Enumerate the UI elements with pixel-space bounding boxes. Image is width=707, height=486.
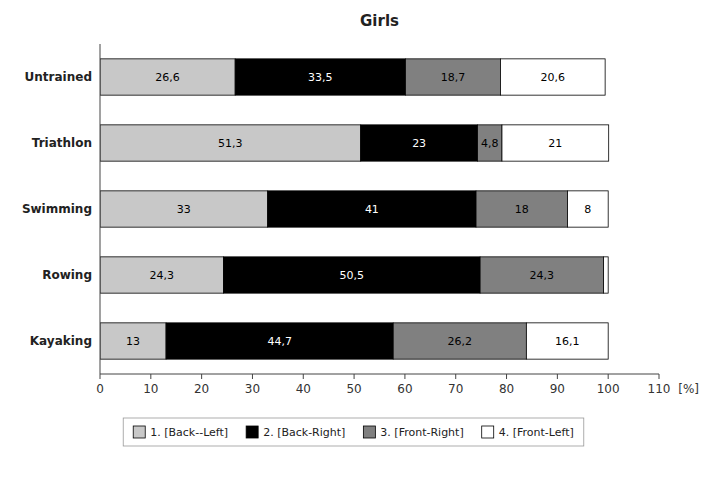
category-label: Kayaking [30, 334, 92, 348]
category-label: Triathlon [32, 136, 92, 150]
bar [476, 191, 567, 227]
data-label: 18 [515, 203, 529, 216]
bar [405, 59, 500, 95]
bar [100, 125, 361, 161]
tick [150, 374, 151, 379]
legend-swatch [246, 426, 258, 438]
bar [100, 257, 223, 293]
axis-label: [%] [678, 382, 699, 396]
data-label: 24,3 [149, 269, 174, 282]
data-label: 50,5 [340, 269, 365, 282]
data-label: 41 [365, 203, 379, 216]
bar [100, 323, 166, 359]
bar [361, 125, 478, 161]
tick [354, 374, 355, 379]
tick-label: 60 [397, 382, 412, 396]
bar [502, 125, 609, 161]
bar [393, 323, 526, 359]
data-label: 18,7 [441, 71, 466, 84]
tick [404, 374, 405, 379]
data-label: 4,8 [481, 137, 499, 150]
bar [223, 257, 480, 293]
bar [268, 191, 476, 227]
bar [100, 59, 235, 95]
bar [500, 59, 605, 95]
tick-label: 100 [597, 382, 620, 396]
tick [506, 374, 507, 379]
tick [608, 374, 609, 379]
bar [526, 323, 608, 359]
bars [100, 59, 609, 359]
tick-label: 70 [448, 382, 463, 396]
x-axis-line [100, 374, 659, 375]
category-label: Swimming [22, 202, 92, 216]
data-label: 16,1 [555, 335, 580, 348]
tick-label: 20 [194, 382, 209, 396]
data-label: 26,6 [155, 71, 180, 84]
data-label: 44,7 [267, 335, 292, 348]
legend-swatch [363, 426, 375, 438]
tick-label: 40 [296, 382, 311, 396]
data-label: 21 [548, 137, 562, 150]
tick-label: 0 [96, 382, 104, 396]
bar [235, 59, 405, 95]
tick [252, 374, 253, 379]
legend-label: 3. [Front-Right] [380, 426, 463, 439]
tick [455, 374, 456, 379]
tick [557, 374, 558, 379]
tick-label: 80 [499, 382, 514, 396]
data-labels: 26,6 33,5 18,7 20,6 51,3 23 4,8 21 33 41 18 8 24,3 50… [126, 71, 591, 348]
data-label: 26,2 [448, 335, 473, 348]
legend-item: 3. [Front-Right] [363, 426, 463, 439]
legend: 1. [Back--Left] 2. [Back-Right] 3. [Front-… [123, 418, 584, 446]
bar [568, 191, 609, 227]
data-label: 20,6 [541, 71, 566, 84]
tick [659, 374, 660, 379]
tick-label: 50 [346, 382, 361, 396]
category-label: Untrained [25, 70, 92, 84]
data-label: 33,5 [308, 71, 333, 84]
bar [478, 125, 502, 161]
data-label: 23 [412, 137, 426, 150]
tick [100, 374, 101, 379]
tick-label: 10 [143, 382, 158, 396]
tick-label: 30 [245, 382, 260, 396]
legend-label: 2. [Back-Right] [263, 426, 345, 439]
legend-swatch [133, 426, 145, 438]
legend-frame [123, 418, 584, 446]
data-label: 51,3 [218, 137, 243, 150]
title: Girls [360, 12, 399, 30]
tick-label: 110 [648, 382, 671, 396]
data-label: 8 [584, 203, 591, 216]
data-label: 24,3 [530, 269, 555, 282]
legend-swatch [482, 426, 494, 438]
bar [480, 257, 603, 293]
legend-item: 4. [Front-Left] [482, 426, 574, 439]
chart: Girls26,633,518,720,651,3234,82133411882… [0, 0, 707, 486]
y-axis-line [100, 44, 101, 374]
data-label: 33 [177, 203, 191, 216]
data-label: 13 [126, 335, 140, 348]
legend-label: 4. [Front-Left] [499, 426, 574, 439]
category-label: Rowing [42, 268, 92, 282]
tick [201, 374, 202, 379]
bar [100, 191, 268, 227]
legend-item: 1. [Back--Left] [133, 426, 228, 439]
legend-item: 2. [Back-Right] [246, 426, 345, 439]
legend-label: 1. [Back--Left] [150, 426, 228, 439]
tick [303, 374, 304, 379]
bar [604, 257, 609, 293]
tick-label: 90 [550, 382, 565, 396]
bar [166, 323, 393, 359]
